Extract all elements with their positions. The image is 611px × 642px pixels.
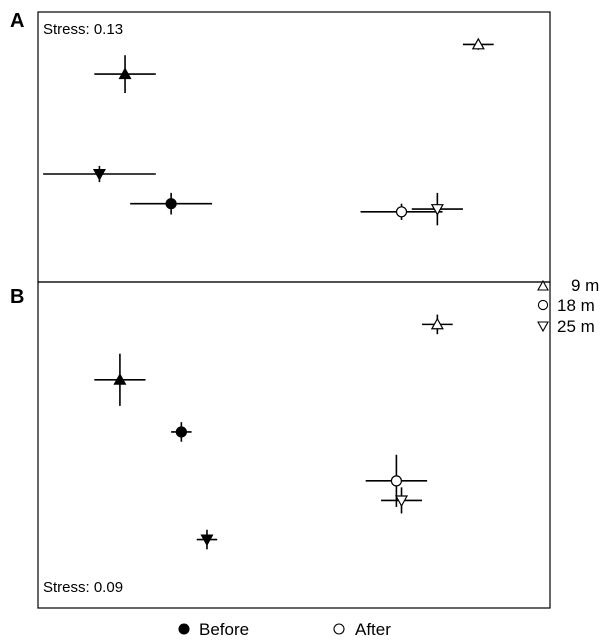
data-point-a-0 <box>94 55 156 93</box>
point-marker-circle <box>165 198 177 210</box>
legend-after-label: After <box>355 620 391 639</box>
data-point-b-2 <box>196 529 218 550</box>
data-point-b-1 <box>171 422 192 442</box>
panel-b-frame <box>37 281 551 609</box>
legend-25m-label: 25 m <box>557 317 595 336</box>
data-point-a-2 <box>130 192 213 215</box>
panel-a-letter: A <box>10 10 24 32</box>
panel-a-stress: Stress: 0.13 <box>43 21 123 38</box>
legend-9m-symbol <box>537 279 549 291</box>
point-marker-up-triangle <box>471 37 485 50</box>
legend-25m-symbol <box>537 321 549 333</box>
panel-a-points <box>43 37 494 226</box>
data-point-b-0 <box>94 353 146 406</box>
point-marker-down-triangle <box>92 169 106 181</box>
legend-before-label: Before <box>199 620 249 639</box>
panel-b-stress: Stress: 0.09 <box>43 579 123 596</box>
data-point-a-4 <box>360 203 443 220</box>
data-point-b-3 <box>422 314 453 335</box>
point-marker-down-triangle <box>200 534 214 547</box>
data-point-a-1 <box>43 165 156 183</box>
point-marker-up-triangle <box>430 317 444 330</box>
point-marker-up-triangle <box>113 373 127 385</box>
legend-after-symbol <box>333 623 345 635</box>
point-marker-circle <box>175 426 187 438</box>
point-marker-circle <box>390 475 402 487</box>
data-point-b-5 <box>381 487 422 514</box>
data-point-a-5 <box>411 192 463 226</box>
point-marker-circle <box>395 206 408 218</box>
legend-18m-symbol <box>537 299 549 311</box>
fill-legend: Before After <box>178 620 391 639</box>
legend-18m-label: 18 m <box>557 296 595 315</box>
depth-legend: 9 m 18 m 25 m <box>537 276 599 336</box>
legend-9m-label: 9 m <box>571 276 599 295</box>
point-marker-down-triangle <box>395 495 409 508</box>
data-point-b-4 <box>365 454 428 507</box>
panel-b-points <box>94 314 453 550</box>
data-point-a-3 <box>462 37 494 50</box>
panel-a-frame <box>37 11 551 283</box>
panel-b-letter: B <box>10 286 24 308</box>
point-marker-up-triangle <box>118 67 132 80</box>
legend-before-symbol <box>178 623 190 635</box>
point-marker-down-triangle <box>430 204 444 216</box>
